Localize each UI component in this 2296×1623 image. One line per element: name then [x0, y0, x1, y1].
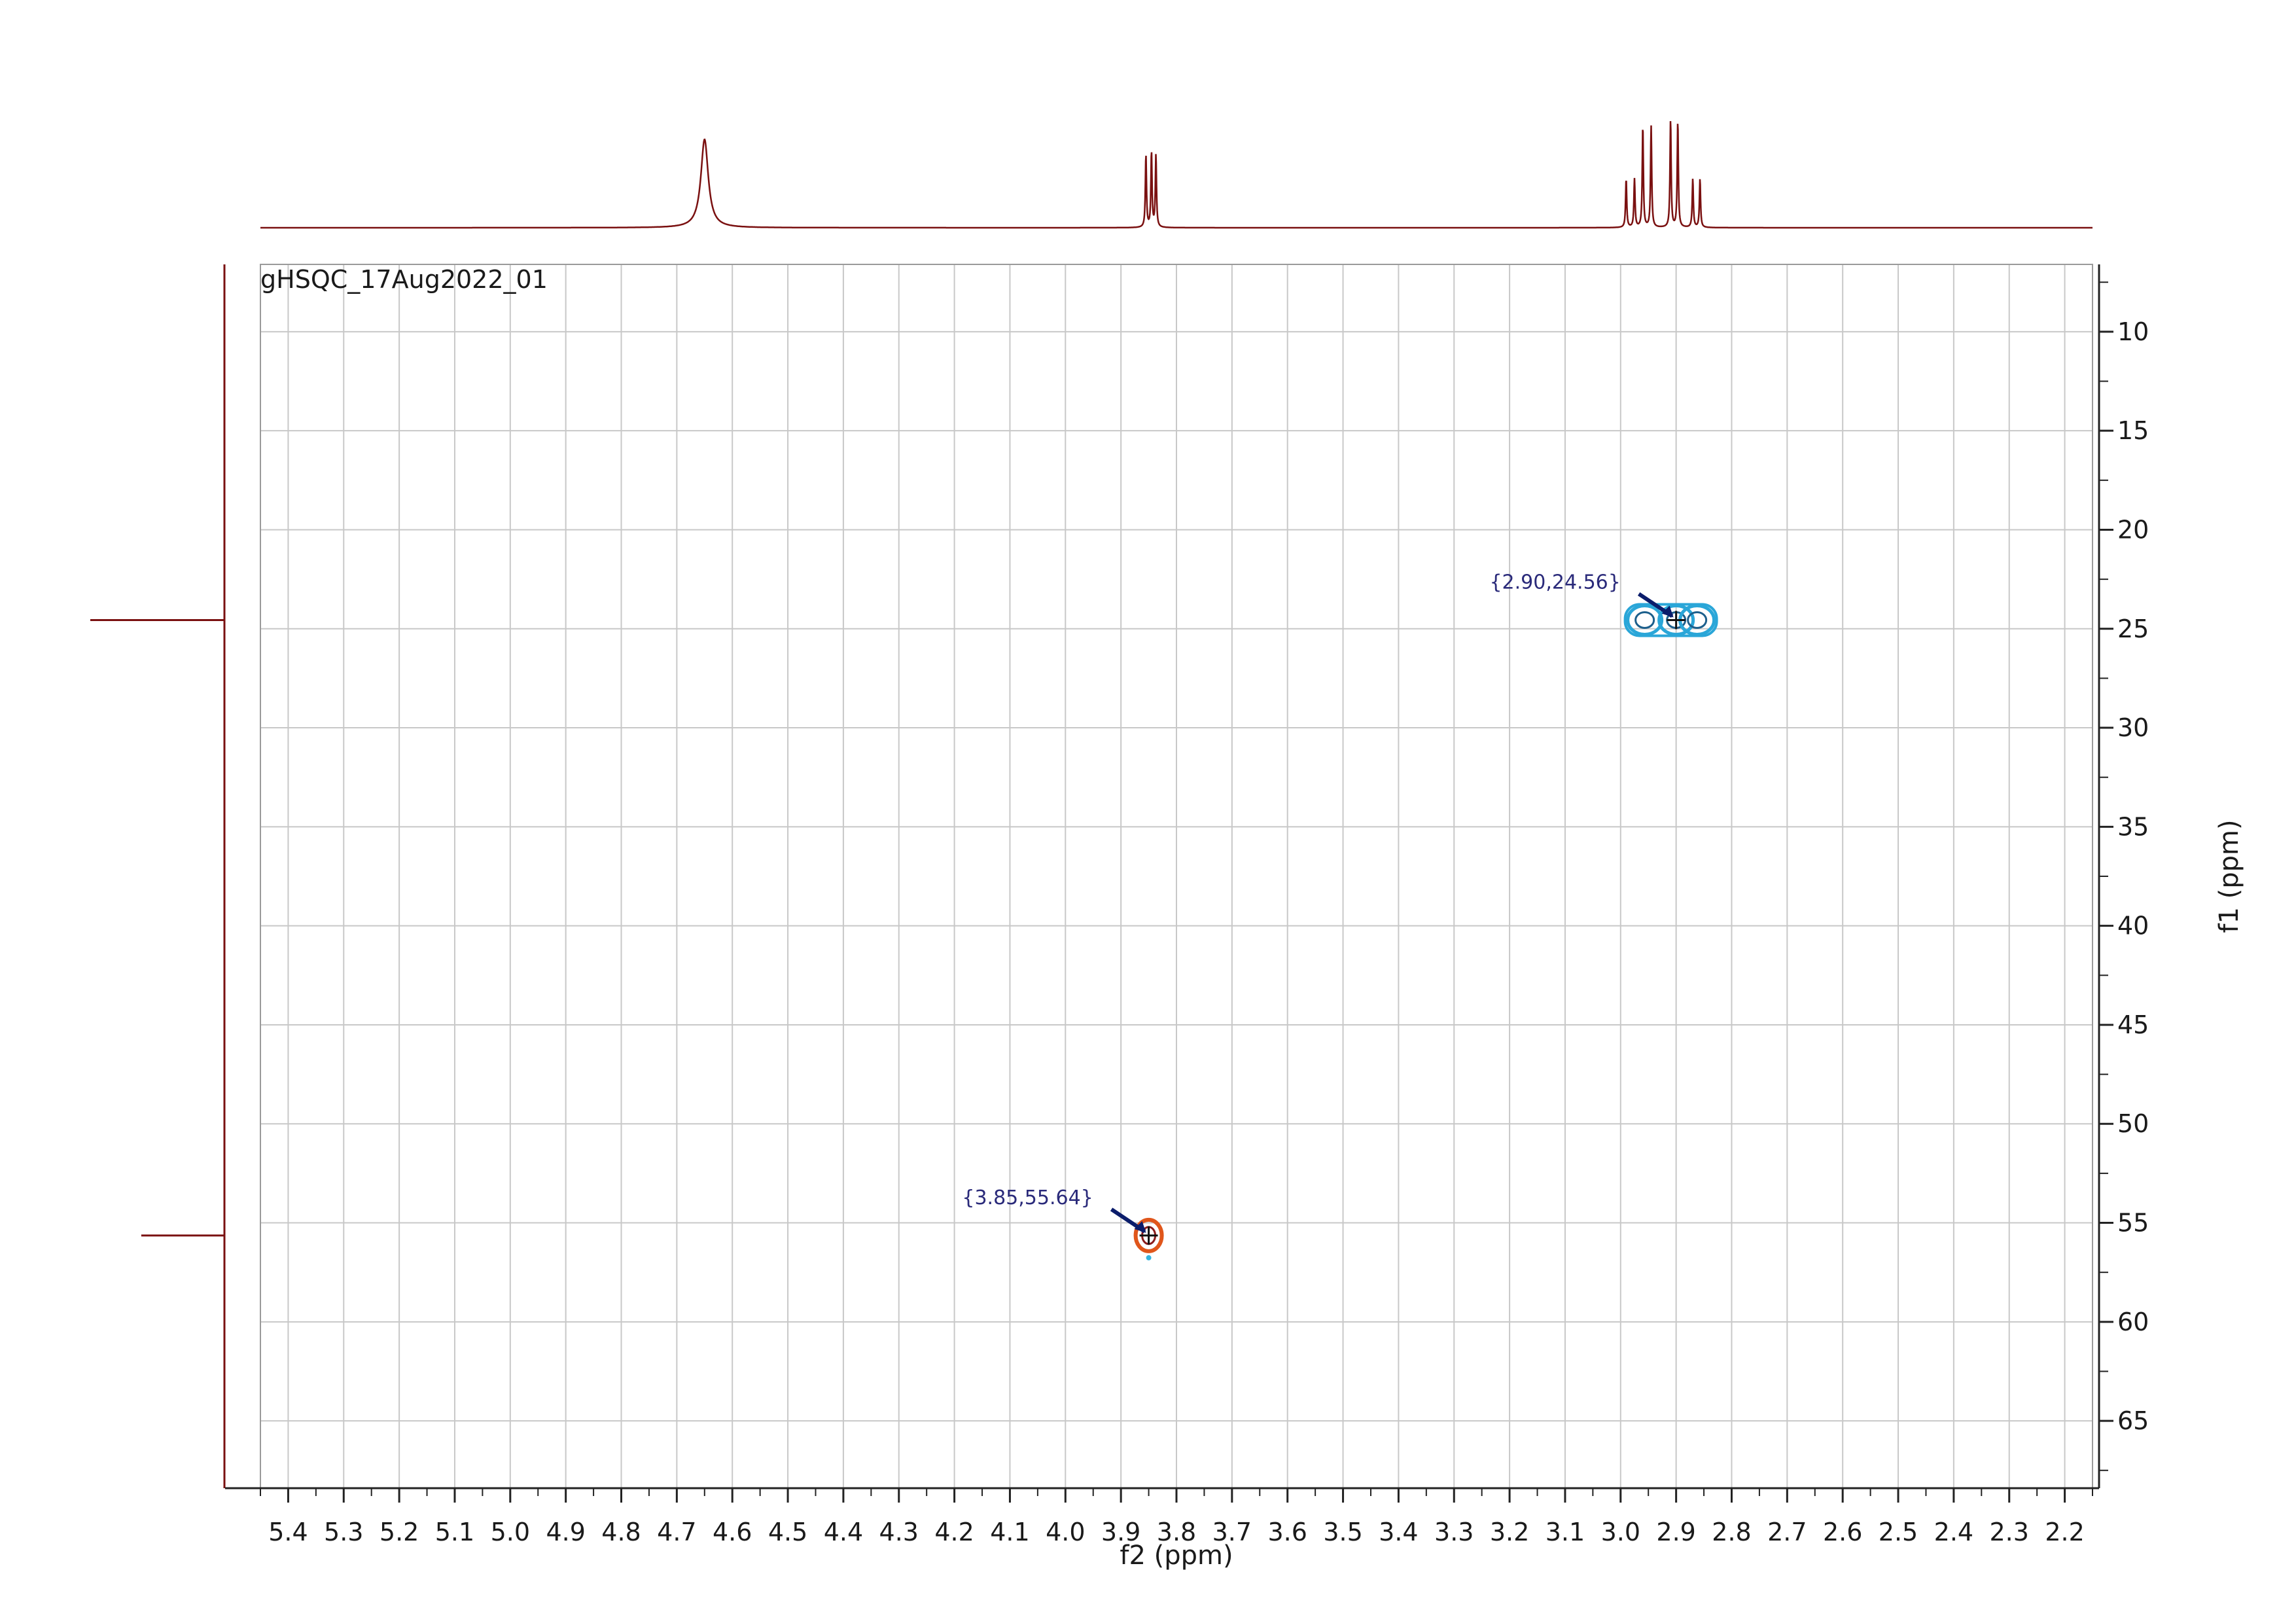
x-tick-label: 3.4 — [1379, 1518, 1418, 1546]
x-tick-label: 4.9 — [546, 1518, 585, 1546]
x-tick-label: 5.2 — [380, 1518, 419, 1546]
y-tick-label: 40 — [2117, 912, 2149, 940]
f1-projection — [90, 264, 226, 1488]
x-tick-label: 4.8 — [601, 1518, 641, 1546]
y-tick-label: 30 — [2117, 713, 2149, 742]
x-tick-label: 2.9 — [1656, 1518, 1695, 1546]
x-tick-label: 4.3 — [879, 1518, 919, 1546]
y-tick-label: 25 — [2117, 615, 2149, 643]
y-axis: 10 15 20 25 30 35 40 45 50 55 60 65 — [2098, 264, 2149, 1488]
contour-dot — [1146, 1255, 1152, 1260]
y-tick-label: 15 — [2117, 416, 2149, 445]
y-tick-label: 65 — [2117, 1406, 2149, 1435]
x-tick-label: 5.3 — [324, 1518, 363, 1546]
x-tick-label: 4.4 — [824, 1518, 863, 1546]
x-tick-label: 3.2 — [1490, 1518, 1529, 1546]
y-axis-title: f1 (ppm) — [2214, 819, 2244, 933]
x-tick-label: 2.4 — [1934, 1518, 1973, 1546]
f2-projection — [260, 121, 2093, 229]
x-tick-label: 2.7 — [1767, 1518, 1807, 1546]
x-tick-label: 3.6 — [1267, 1518, 1307, 1546]
x-tick-label: 4.1 — [990, 1518, 1029, 1546]
x-tick-label: 4.7 — [657, 1518, 696, 1546]
y-tick-label: 55 — [2117, 1209, 2149, 1238]
y-tick-label: 20 — [2117, 515, 2149, 544]
contour — [1623, 603, 1718, 637]
x-tick-label: 2.6 — [1823, 1518, 1862, 1546]
y-tick-label: 50 — [2117, 1109, 2149, 1138]
x-tick-label: 4.5 — [768, 1518, 807, 1546]
peak-label: {3.85,55.64} — [962, 1186, 1093, 1209]
contour — [1687, 611, 1708, 629]
x-axis-title: f2 (ppm) — [1120, 1541, 1233, 1571]
x-tick-label: 5.4 — [268, 1518, 308, 1546]
cross-peak: {3.85,55.64} — [962, 1186, 1164, 1260]
x-tick-label: 4.0 — [1046, 1518, 1085, 1546]
f2-projection-trace — [260, 121, 2093, 229]
cross-peaks: {2.90,24.56} {3.85,55.64} — [962, 571, 1718, 1260]
peak-arrowhead — [1661, 605, 1674, 618]
contour — [1634, 611, 1655, 629]
peak-arrowhead — [1134, 1221, 1146, 1233]
contour — [1626, 603, 1664, 636]
x-tick-label: 2.2 — [2045, 1518, 2084, 1546]
y-tick-label: 60 — [2117, 1308, 2149, 1336]
x-tick-label: 3.9 — [1101, 1518, 1140, 1546]
x-tick-label: 2.5 — [1879, 1518, 1918, 1546]
grid — [260, 264, 2093, 1488]
y-tick-label: 10 — [2117, 317, 2149, 346]
x-tick-label: 3.7 — [1212, 1518, 1252, 1546]
x-tick-label: 4.6 — [713, 1518, 752, 1546]
x-tick-label: 3.1 — [1545, 1518, 1585, 1546]
x-tick-label: 5.0 — [491, 1518, 530, 1546]
x-tick-label: 3.5 — [1323, 1518, 1362, 1546]
x-tick-label: 2.8 — [1712, 1518, 1751, 1546]
x-axis: 5.4 5.3 5.2 5.1 5.0 4.9 4.8 4.7 4.6 4.5 4.4 4.3 4.2 4… — [225, 1487, 2099, 1546]
y-tick-label: 35 — [2117, 812, 2149, 841]
x-tick-label: 3.8 — [1157, 1518, 1196, 1546]
plot-title: gHSQC_17Aug2022_01 — [260, 265, 548, 294]
peak-label: {2.90,24.56} — [1489, 571, 1620, 594]
x-tick-label: 4.2 — [934, 1518, 974, 1546]
y-tick-label: 45 — [2117, 1010, 2149, 1039]
x-tick-label: 5.1 — [435, 1518, 474, 1546]
contour — [1133, 1217, 1164, 1253]
x-tick-label: 3.3 — [1434, 1518, 1474, 1546]
x-tick-label: 2.3 — [1990, 1518, 2029, 1546]
cross-peak: {2.90,24.56} — [1489, 571, 1718, 637]
x-tick-label: 3.0 — [1601, 1518, 1640, 1546]
